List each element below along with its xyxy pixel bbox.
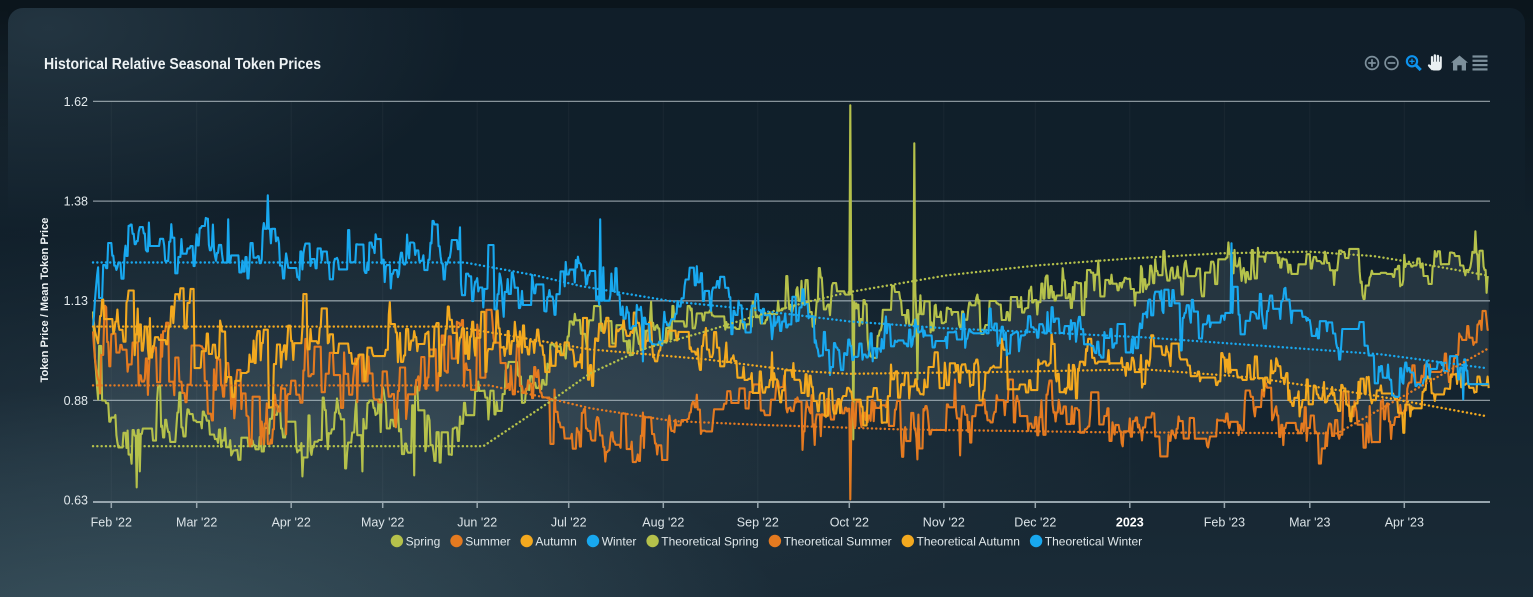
svg-text:2023: 2023 [1116, 516, 1144, 530]
svg-text:Feb '23: Feb '23 [1204, 516, 1245, 530]
svg-text:Summer: Summer [465, 534, 510, 548]
svg-text:Winter: Winter [602, 534, 637, 548]
svg-text:Jun '22: Jun '22 [457, 516, 497, 530]
svg-text:Theoretical Winter: Theoretical Winter [1045, 534, 1142, 548]
svg-text:Aug '22: Aug '22 [642, 516, 684, 530]
svg-text:May '22: May '22 [361, 516, 404, 530]
svg-text:0.88: 0.88 [64, 394, 88, 408]
svg-text:Jul '22: Jul '22 [551, 516, 587, 530]
svg-text:Theoretical Summer: Theoretical Summer [784, 534, 892, 548]
svg-text:1.38: 1.38 [64, 195, 88, 209]
svg-text:1.13: 1.13 [64, 294, 88, 308]
svg-text:Theoretical Spring: Theoretical Spring [661, 534, 758, 548]
svg-text:Historical Relative Seasonal T: Historical Relative Seasonal Token Price… [44, 56, 321, 73]
svg-text:Mar '22: Mar '22 [176, 516, 217, 530]
svg-text:Dec '22: Dec '22 [1014, 516, 1056, 530]
svg-text:Autumn: Autumn [535, 534, 576, 548]
svg-text:Apr '22: Apr '22 [272, 516, 311, 530]
svg-text:Oct '22: Oct '22 [830, 516, 869, 530]
svg-text:Nov '22: Nov '22 [923, 516, 965, 530]
svg-text:Feb '22: Feb '22 [91, 516, 132, 530]
svg-text:0.63: 0.63 [64, 494, 88, 508]
svg-text:Theoretical Autumn: Theoretical Autumn [917, 534, 1020, 548]
svg-text:Sep '22: Sep '22 [737, 516, 779, 530]
svg-text:Mar '23: Mar '23 [1289, 516, 1330, 530]
svg-text:Apr '23: Apr '23 [1385, 516, 1424, 530]
svg-text:Token Price / Mean Token Price: Token Price / Mean Token Price [39, 218, 51, 383]
svg-text:Spring: Spring [406, 534, 441, 548]
svg-text:1.62: 1.62 [64, 95, 88, 109]
